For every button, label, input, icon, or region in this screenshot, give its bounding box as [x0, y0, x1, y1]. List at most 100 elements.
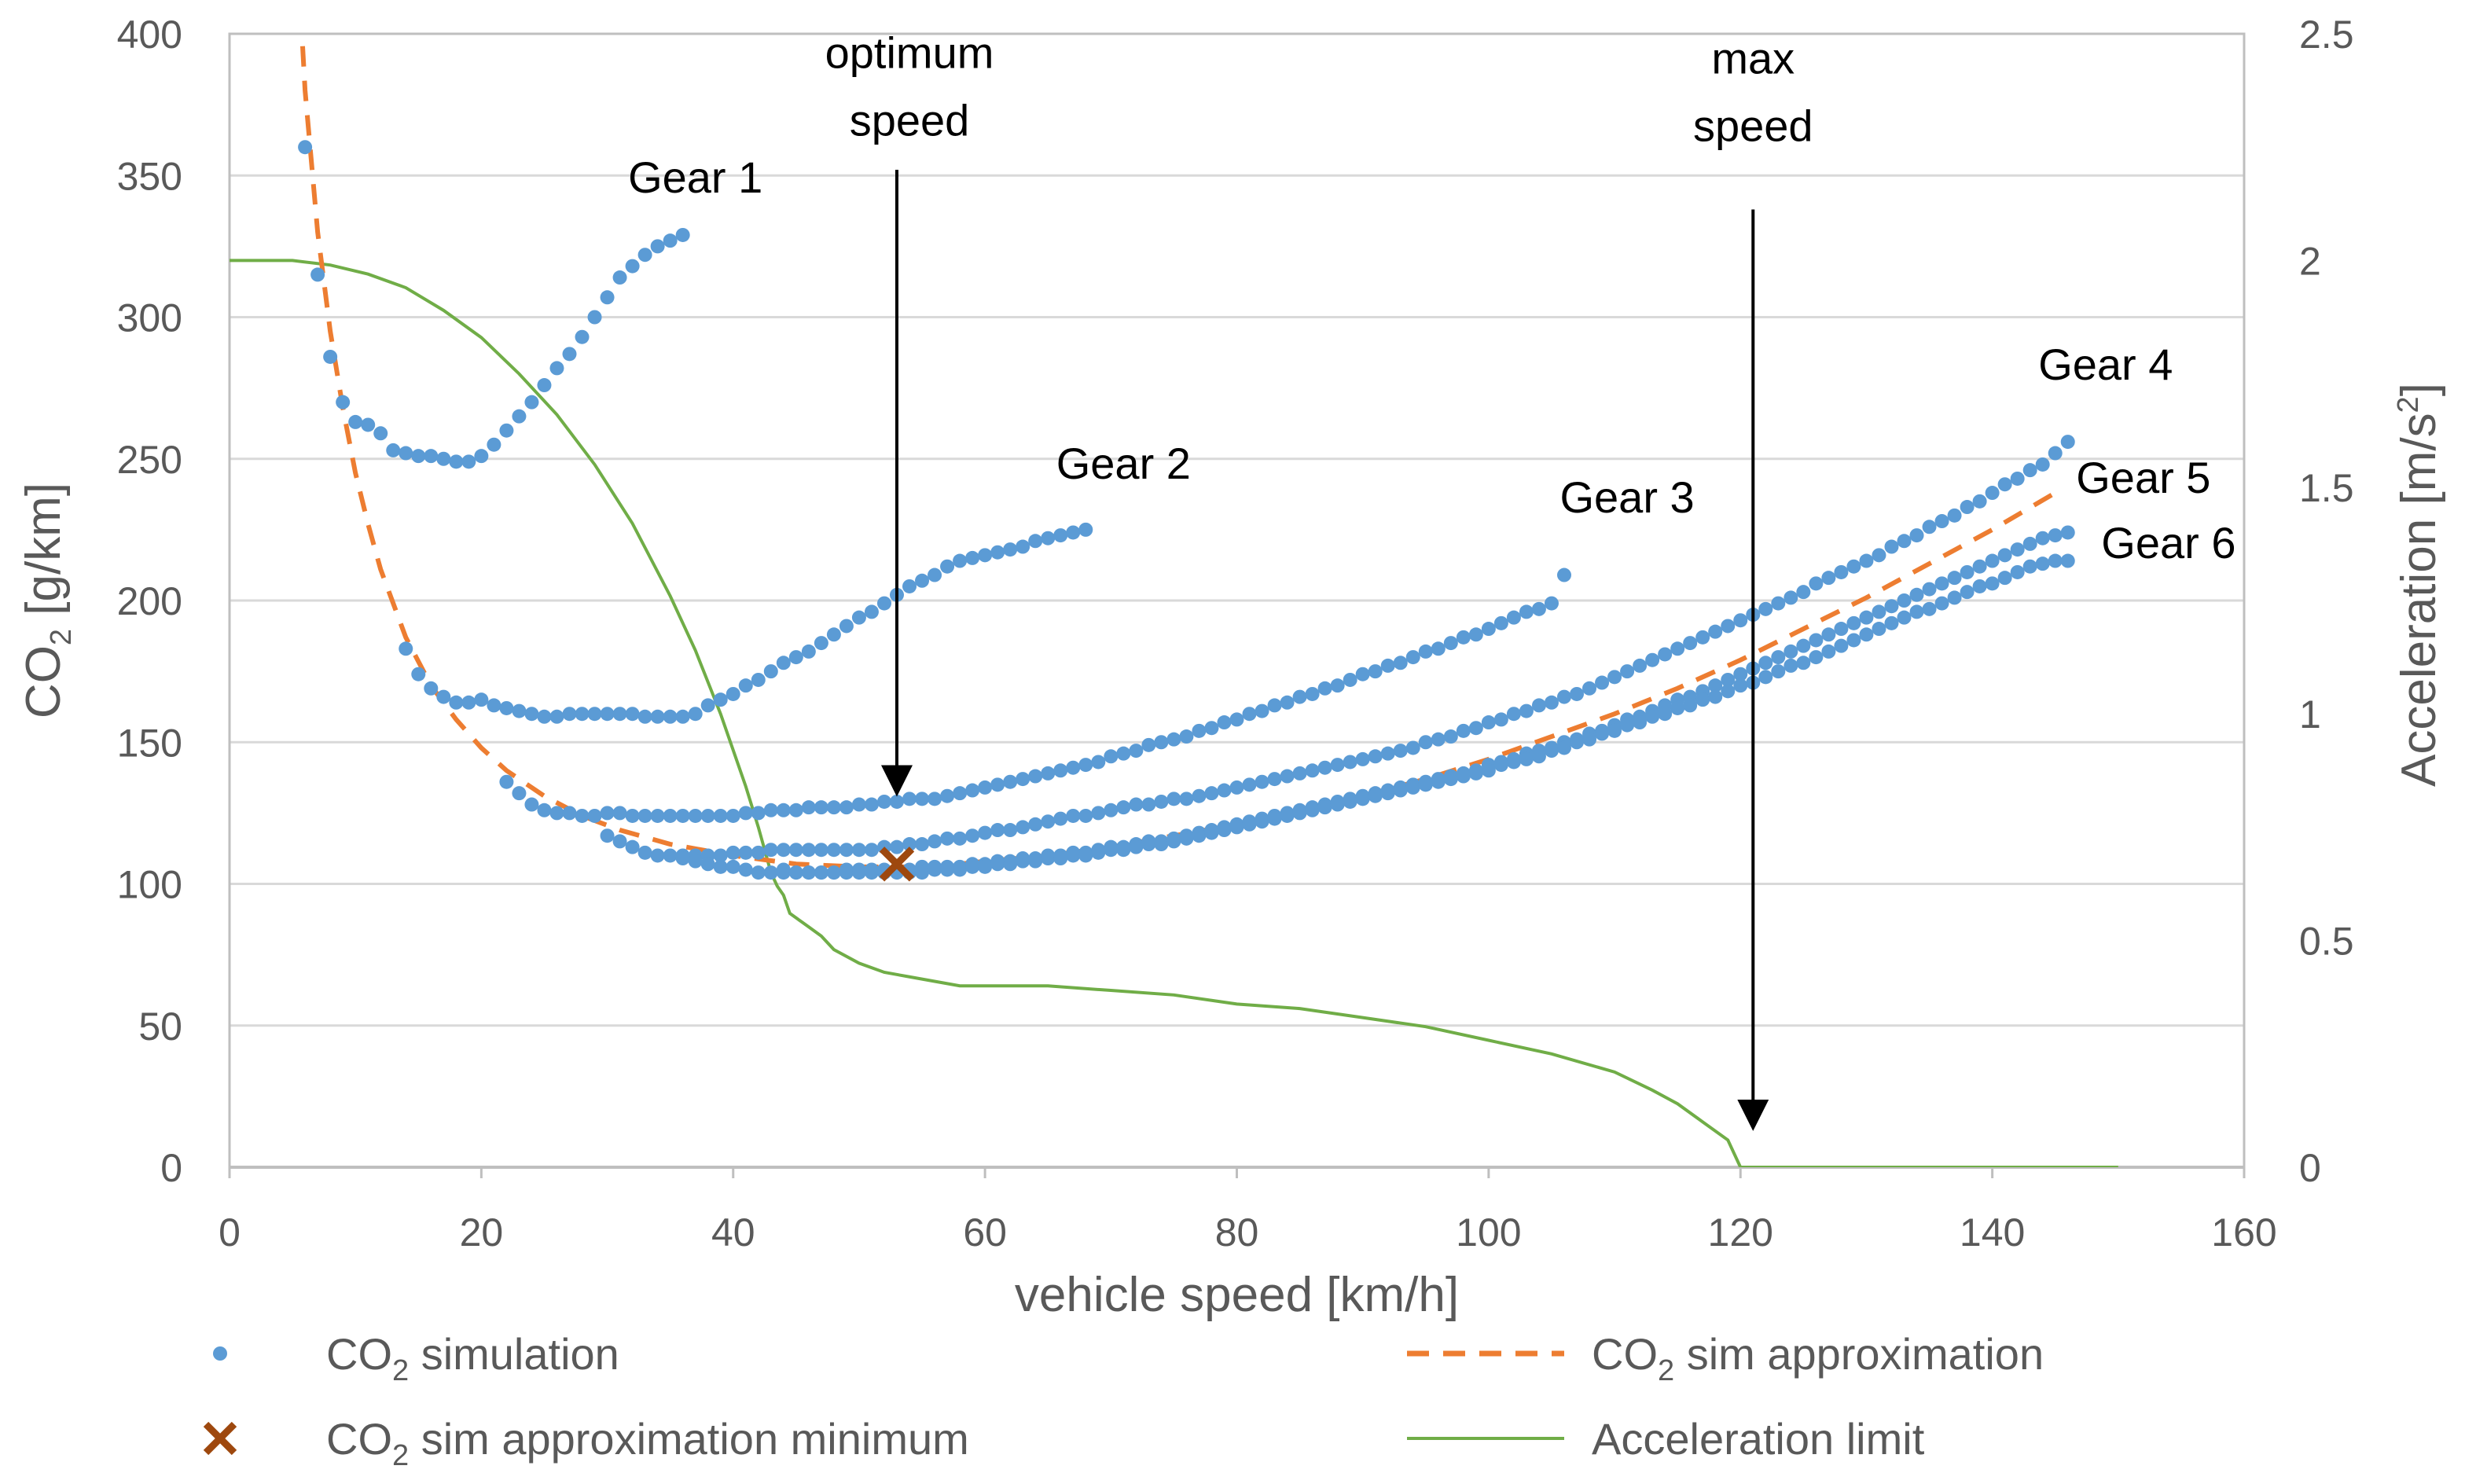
co2-simulation-point [1947, 571, 1962, 586]
co2-simulation-point [1217, 823, 1232, 838]
co2-simulation-point [1997, 548, 2012, 563]
co2-simulation-point [1493, 615, 1508, 630]
co2-simulation-point [549, 806, 564, 821]
co2-simulation-point [801, 843, 816, 858]
co2-simulation-point [449, 454, 464, 469]
x-tick-label: 120 [1708, 1210, 1773, 1254]
x-tick-label: 80 [1215, 1210, 1259, 1254]
co2-simulation-point [1972, 494, 1987, 509]
co2-simulation-point [1229, 712, 1244, 727]
co2-simulation-point [2022, 463, 2037, 478]
co2-simulation-point [1884, 615, 1899, 630]
y-tick-label: 400 [117, 13, 182, 57]
co2-simulation-point [814, 843, 828, 858]
co2-simulation-point [2010, 542, 2025, 557]
co2-simulation-point [1607, 723, 1622, 738]
co2-simulation-point [1255, 814, 1269, 829]
co2-simulation-point [461, 454, 476, 469]
co2-simulation-point [650, 709, 665, 724]
co2-simulation-point [1016, 820, 1030, 835]
co2-simulation-point [814, 636, 828, 651]
co2-simulation-point [965, 783, 980, 798]
co2-simulation-point [1922, 601, 1937, 616]
co2-simulation-point [1708, 689, 1723, 704]
co2-simulation-point [851, 610, 866, 625]
co2-simulation-point [763, 803, 778, 817]
co2-simulation-point [776, 843, 791, 858]
co2-simulation-point [1330, 797, 1345, 812]
co2-simulation-point [1255, 703, 1269, 718]
co2-simulation-point [1292, 806, 1307, 821]
co2-simulation-point [688, 808, 703, 823]
co2-simulation-point [600, 828, 615, 843]
co2-simulation-point [524, 395, 539, 410]
co2-simulation-point [1897, 593, 1912, 608]
co2-simulation-point [1267, 772, 1282, 787]
legend: CO2 simulation CO2 sim approximation CO2 s… [203, 1329, 2044, 1472]
co2-simulation-point [1041, 766, 1056, 781]
legend-item-acceleration-limit: Acceleration limit [1407, 1414, 1925, 1464]
co2-simulation-point [1582, 732, 1597, 747]
co2-simulation-point [700, 857, 715, 872]
annotation-gear-5: Gear 5 [2076, 453, 2210, 502]
co2-simulation-point [1166, 792, 1181, 806]
co2-simulation-point [1695, 692, 1710, 707]
co2-simulation-point [928, 792, 942, 806]
co2-simulation-point [2048, 528, 2063, 543]
co2-simulation-point [738, 806, 753, 821]
co2-simulation-point [1872, 622, 1886, 637]
co2-simulation-point [1380, 658, 1395, 673]
co2-simulation-point [1821, 627, 1836, 642]
co2-simulation-point [575, 329, 590, 344]
co2-simulation-point [512, 409, 527, 424]
co2-simulation-point [1380, 746, 1395, 761]
y2-axis-title: Acceleration [m/s2] [2392, 383, 2446, 787]
co2-simulation-point [1405, 650, 1420, 665]
y-axis-title: CO2 [g/km] [17, 483, 78, 718]
co2-simulation-point [726, 808, 740, 823]
co2-simulation-point [461, 695, 476, 710]
co2-simulation-point [1028, 769, 1043, 784]
co2-simulation-point [537, 709, 552, 724]
co2-simulation-point [1028, 534, 1043, 549]
co2-simulation-point [1934, 514, 1949, 529]
co2-simulation-point [700, 698, 715, 713]
co2-simulation-point [1053, 763, 1068, 778]
co2-simulation-point [1166, 834, 1181, 849]
co2-simulation-point [953, 553, 968, 568]
co2-simulation-point [1695, 630, 1710, 645]
co2-simulation-point [876, 794, 891, 809]
co2-simulation-point [1670, 700, 1685, 715]
co2-simulation-point [600, 806, 615, 821]
y2-tick-label: 2.5 [2299, 13, 2354, 57]
co2-simulation-point [688, 707, 703, 722]
co2-simulation-point [1872, 548, 1886, 563]
co2-simulation-point [612, 270, 627, 285]
co2-simulation-point [512, 786, 527, 801]
co2-simulation-point [826, 843, 841, 858]
co2-simulation-point [1796, 585, 1811, 600]
co2-simulation-point [928, 834, 942, 849]
co2-simulation-point [1733, 667, 1748, 681]
co2-simulation-point [310, 267, 325, 282]
co2-simulation-point [788, 865, 803, 880]
co2-simulation-point [1368, 788, 1383, 803]
co2-simulation-point [1066, 525, 1081, 540]
co2-simulation-point [1418, 735, 1433, 750]
co2-simulation-point [411, 667, 426, 681]
co2-simulation-point [600, 707, 615, 722]
co2-simulation-point [549, 709, 564, 724]
co2-simulation-point [474, 692, 489, 707]
co2-simulation-point [1960, 564, 1975, 579]
co2-simulation-point [1531, 698, 1546, 713]
co2-simulation-point [625, 839, 640, 854]
co2-simulation-point [2060, 435, 2075, 450]
co2-simulation-point [1985, 486, 2000, 501]
co2-simulation-point [1846, 633, 1861, 648]
co2-simulation-point [978, 825, 993, 840]
x-tick-label: 140 [1960, 1210, 2025, 1254]
y2-tick-label: 0.5 [2299, 920, 2354, 964]
co2-simulation-point [1456, 630, 1471, 645]
co2-simulation-point [1645, 652, 1660, 667]
co2-simulation-point [1053, 528, 1068, 543]
